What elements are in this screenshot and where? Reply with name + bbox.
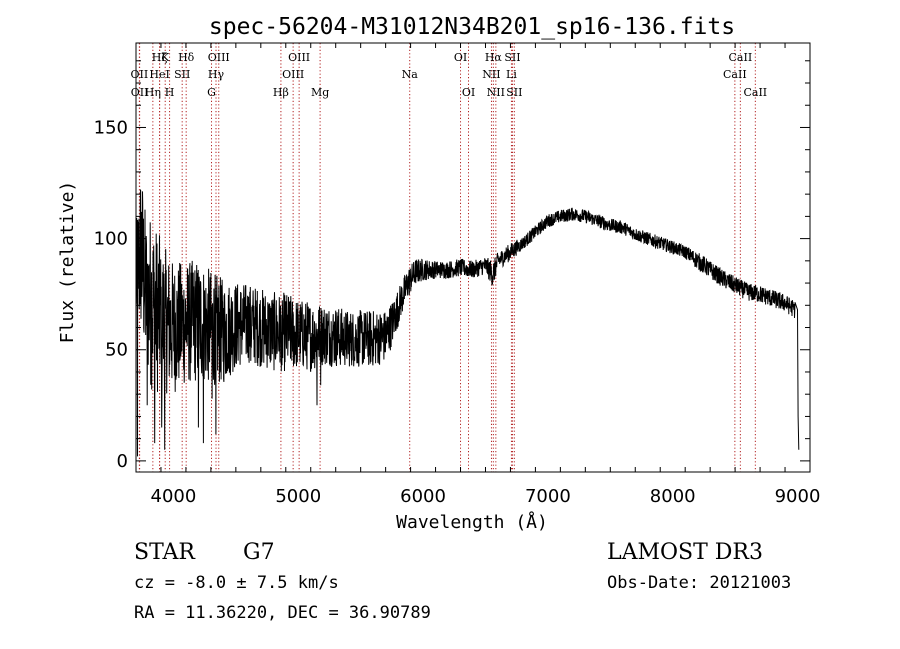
line-marker-label: OII — [131, 68, 149, 81]
chart-title: spec-56204-M31012N34B201_sp16-136.fits — [209, 14, 735, 40]
x-axis-label: Wavelength (Å) — [396, 511, 548, 533]
line-markers — [138, 43, 756, 472]
line-marker-label: CaII — [729, 51, 753, 64]
object-subclass: G7 — [243, 540, 275, 565]
line-marker-label: OI — [454, 51, 467, 64]
line-marker-label: SII — [174, 68, 190, 81]
line-marker-label: SII — [506, 86, 522, 99]
spectrum-line — [135, 189, 800, 457]
x-tick-label: 4000 — [151, 486, 197, 507]
line-marker-label: SII — [504, 51, 520, 64]
x-tick-label: 8000 — [650, 486, 696, 507]
redshift-text: cz = -8.0 ± 7.5 km/s — [134, 573, 339, 593]
y-tick-label: 50 — [105, 340, 128, 361]
line-marker-label: Hδ — [178, 51, 195, 64]
line-marker-label: OI — [462, 86, 475, 99]
line-marker-label: Hζ — [152, 51, 168, 64]
line-marker-label: CaII — [723, 68, 747, 81]
line-marker-label: G — [207, 86, 216, 99]
line-marker-label: Hα — [485, 51, 503, 64]
line-marker-label: OII — [131, 86, 149, 99]
ticks: 4000 5000 6000 7000 8000 9000 0 50 100 150 — [94, 43, 821, 507]
spectrum-series — [135, 189, 800, 457]
line-marker-label: Hη — [145, 86, 161, 99]
object-class: STAR — [134, 540, 195, 565]
survey-name: LAMOST DR3 — [607, 540, 763, 565]
line-marker-label: OIII — [288, 51, 310, 64]
line-marker-label: NII — [487, 86, 505, 99]
x-tick-label: 7000 — [525, 486, 571, 507]
observation-date: Obs-Date: 20121003 — [607, 573, 792, 593]
line-marker-label: Hβ — [273, 86, 289, 99]
x-tick-label: 6000 — [400, 486, 446, 507]
line-marker-label: Hγ — [208, 68, 225, 81]
line-marker-label: K — [161, 51, 170, 64]
line-marker-label: Mg — [311, 86, 329, 99]
line-marker-label: Na — [402, 68, 419, 81]
y-tick-label: 0 — [117, 451, 128, 472]
line-marker-label: Li — [506, 68, 517, 81]
line-marker-label: NII — [482, 68, 500, 81]
plot-frame — [135, 42, 811, 473]
axes — [135, 42, 811, 473]
y-axis-label: Flux (relative) — [57, 181, 78, 344]
x-tick-label: 5000 — [275, 486, 321, 507]
coordinates-text: RA = 11.36220, DEC = 36.90789 — [134, 603, 431, 623]
line-marker-label: HeI — [149, 68, 169, 81]
y-tick-label: 100 — [94, 229, 128, 250]
x-tick-label: 9000 — [775, 486, 821, 507]
line-marker-label: OIII — [208, 51, 230, 64]
line-marker-label: CaII — [743, 86, 767, 99]
y-tick-label: 150 — [94, 117, 128, 138]
line-marker-label: H — [165, 86, 175, 99]
line-marker-label: OIII — [282, 68, 304, 81]
